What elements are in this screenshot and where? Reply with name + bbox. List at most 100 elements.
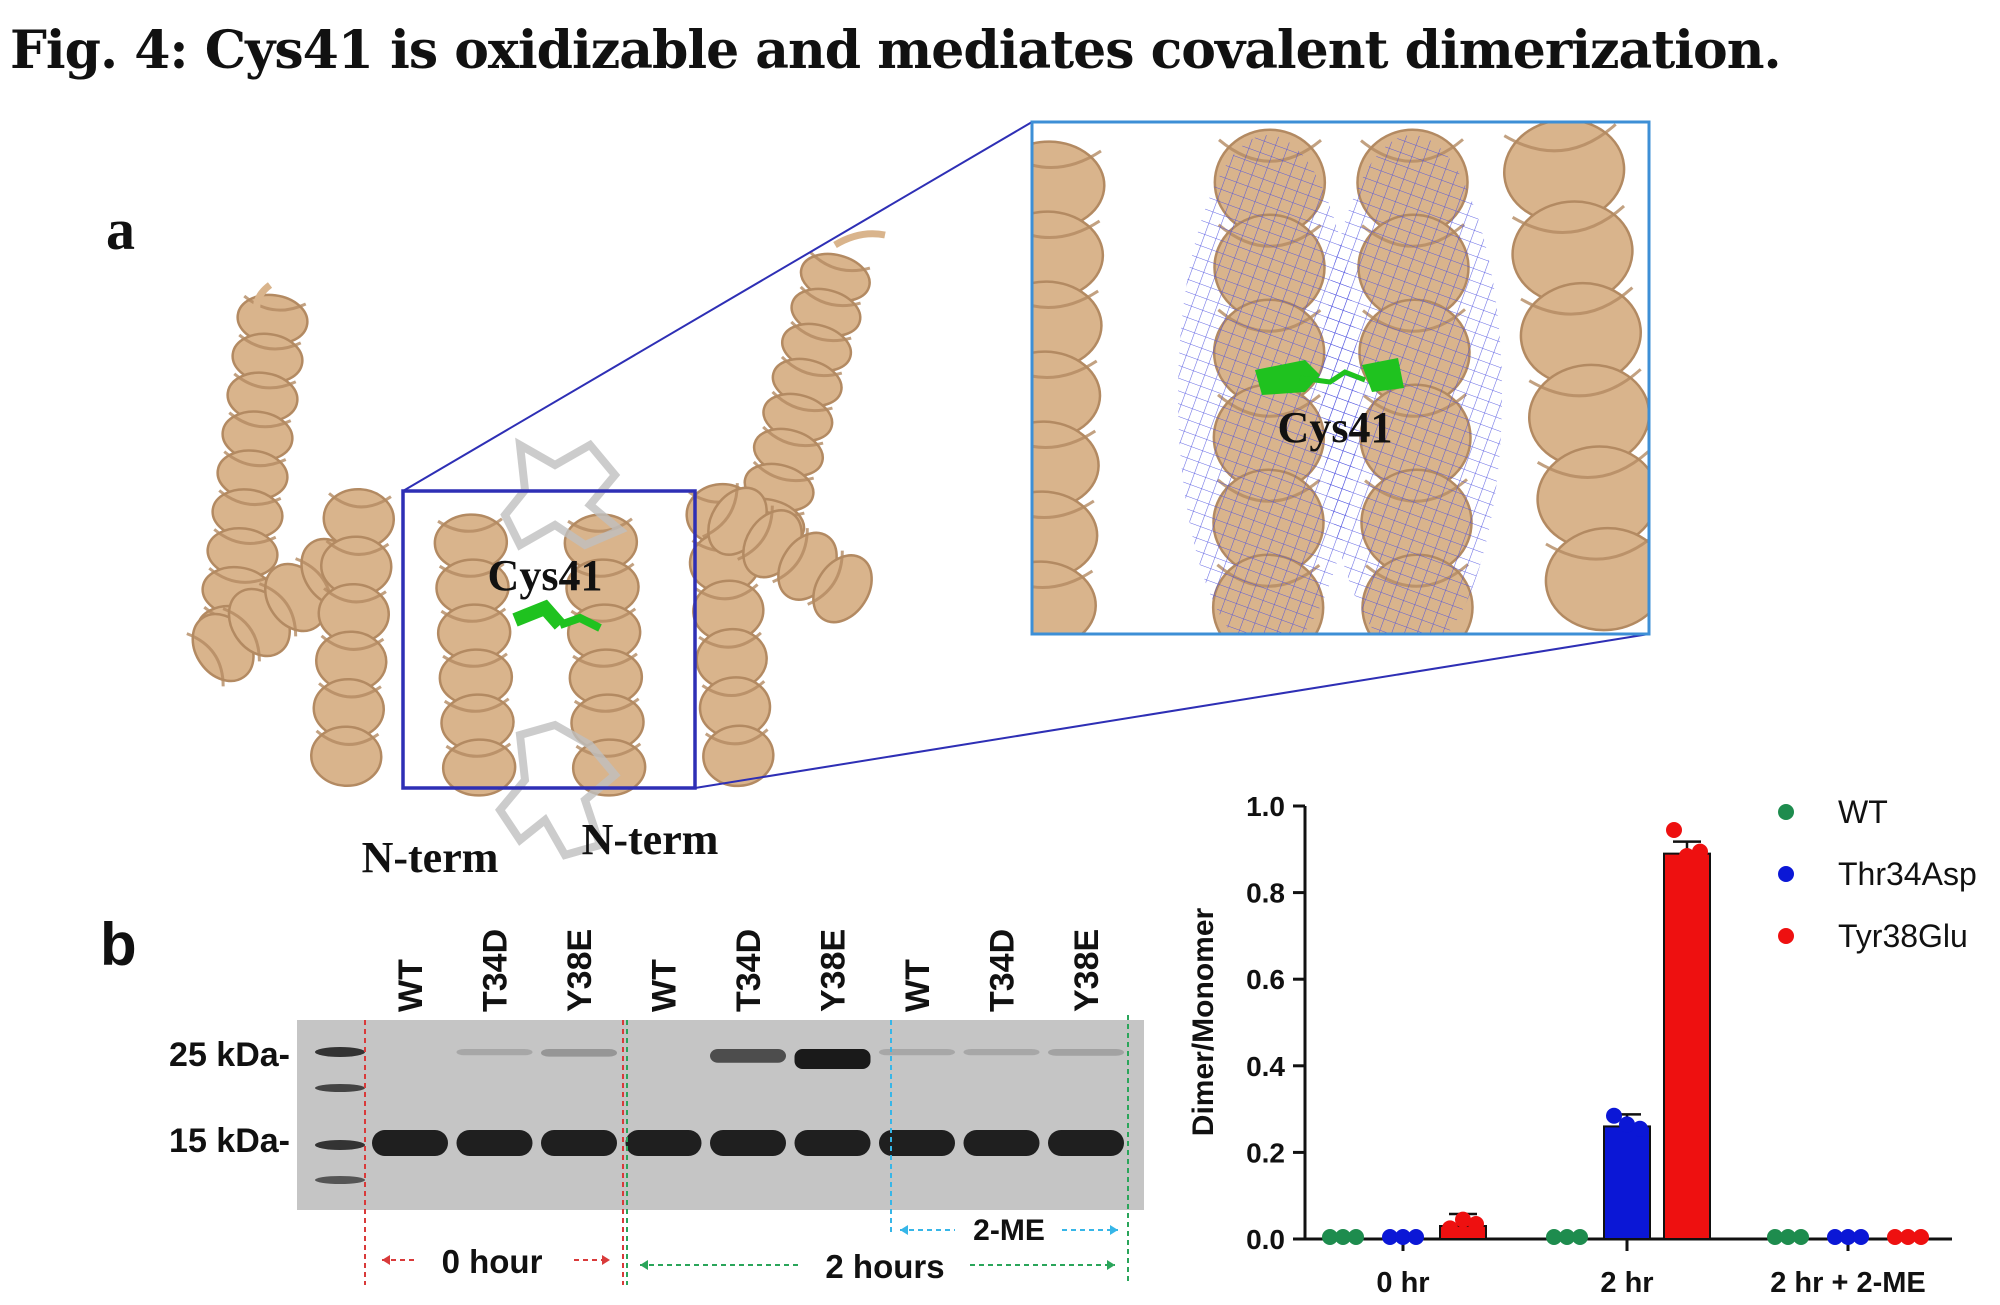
bar	[1663, 852, 1711, 1240]
inset-helix-left	[1032, 140, 1106, 634]
helix-right-outer	[734, 250, 871, 548]
dimer-band	[794, 1049, 871, 1069]
data-point	[1827, 1229, 1843, 1245]
zoom-line-top	[402, 121, 1033, 492]
data-point	[1468, 1216, 1484, 1233]
y-tick-label: 1.0	[1246, 791, 1285, 822]
y-tick-label: 0.6	[1246, 964, 1285, 995]
ghost-loop	[495, 437, 628, 860]
figure-title: Fig. 4: Cys41 is oxidizable and mediates…	[10, 20, 1782, 81]
data-point	[1382, 1229, 1398, 1245]
x-tick-label: 2 hr	[1600, 1267, 1653, 1299]
dimer-band	[541, 1049, 617, 1057]
lane-label: WT	[646, 959, 684, 1012]
dimer-band	[710, 1049, 786, 1063]
western-gel	[297, 1020, 1144, 1210]
lane-label: T34D	[477, 929, 515, 1012]
monomer-band	[1048, 1130, 1124, 1156]
inset-border	[1030, 120, 1651, 636]
data-point	[1913, 1229, 1929, 1245]
legend-label: WT	[1838, 794, 1888, 830]
data-point	[1793, 1229, 1809, 1245]
data-point	[1679, 847, 1695, 864]
zoom-box	[401, 489, 697, 790]
data-point	[1887, 1229, 1903, 1245]
dimer-band	[1048, 1049, 1124, 1056]
data-point	[1546, 1229, 1562, 1245]
data-point	[1692, 843, 1708, 860]
x-tick-label: 2 hr + 2-ME	[1770, 1267, 1926, 1299]
helix-center-left	[433, 513, 517, 797]
inset-view	[1032, 122, 1649, 634]
monomer-band	[710, 1130, 786, 1156]
monomer-band	[625, 1130, 702, 1156]
lane-label: Y38E	[561, 929, 599, 1012]
nterm-right-label: N-term	[582, 815, 719, 864]
group-2hours-label: 2 hours	[825, 1248, 944, 1285]
data-point	[1900, 1229, 1916, 1245]
data-point	[1572, 1229, 1588, 1245]
data-point	[1348, 1229, 1364, 1245]
lane-label: T34D	[730, 929, 768, 1012]
legend-marker	[1778, 866, 1794, 882]
dimer-band	[879, 1049, 955, 1056]
protein-structure	[186, 230, 886, 860]
data-point	[1619, 1116, 1635, 1133]
lane-label: WT	[899, 959, 937, 1012]
cys41-label: Cys41	[488, 551, 603, 600]
legend-label: Tyr38Glu	[1838, 918, 1968, 954]
monomer-band	[372, 1130, 448, 1156]
data-point	[1559, 1229, 1575, 1245]
legend-label: Thr34Asp	[1838, 856, 1977, 892]
marker-25kda: 25 kDa-	[169, 1036, 290, 1074]
data-point	[1335, 1229, 1351, 1245]
helix-left-foot	[186, 537, 364, 687]
data-point	[1606, 1107, 1622, 1124]
gel-group-annotations: 0 hour 2 hours 2-ME	[364, 1015, 1129, 1285]
legend-marker	[1778, 804, 1794, 820]
legend-marker	[1778, 928, 1794, 944]
lane-label: WT	[392, 959, 430, 1012]
monomer-band	[794, 1130, 871, 1156]
dimer-band	[456, 1049, 533, 1056]
data-point	[1767, 1229, 1783, 1245]
dimer-monomer-chart: 0.0 0.2 0.4 0.6 0.8 1.0 Dimer/Monomer 0 hr 2 hr 2…	[1187, 791, 1977, 1299]
y-tick-label: 0.4	[1246, 1051, 1285, 1082]
inset-cys41-label: Cys41	[1278, 403, 1393, 452]
dimer-band	[963, 1049, 1040, 1056]
data-point	[1455, 1211, 1471, 1228]
y-tick-label: 0.0	[1246, 1224, 1285, 1255]
monomer-band	[456, 1130, 533, 1156]
panel-b-label: b	[100, 911, 137, 978]
lane-label: Y38E	[1068, 929, 1106, 1012]
y-tick-label: 0.8	[1246, 878, 1285, 909]
marker-15kda: 15 kDa-	[169, 1122, 290, 1160]
data-point	[1853, 1229, 1869, 1245]
data-point	[1780, 1229, 1796, 1245]
y-axis-label: Dimer/Monomer	[1187, 907, 1220, 1136]
x-tick-label: 0 hr	[1376, 1267, 1429, 1299]
group-2me-label: 2-ME	[973, 1214, 1045, 1247]
data-point	[1666, 821, 1682, 838]
lane-label: Y38E	[815, 929, 853, 1012]
lane-labels: WT T34D Y38E WT T34D Y38E WT T34D Y38E	[392, 929, 1106, 1012]
data-point	[1322, 1229, 1338, 1245]
helix-left-outer	[196, 293, 309, 657]
helix-right-foot	[702, 483, 873, 624]
group-0hour-label: 0 hour	[442, 1243, 543, 1280]
data-point	[1408, 1229, 1424, 1245]
data-point	[1395, 1229, 1411, 1245]
data-point	[1632, 1120, 1648, 1137]
zoom-line-bottom	[694, 633, 1650, 789]
data-point	[1840, 1229, 1856, 1245]
monomer-band	[879, 1130, 955, 1156]
nterm-left-label: N-term	[362, 833, 499, 882]
panel-a-label: a	[106, 197, 135, 262]
data-point	[1442, 1220, 1458, 1237]
y-tick-label: 0.2	[1246, 1137, 1285, 1168]
bar	[1603, 1125, 1651, 1241]
lane-label: T34D	[984, 929, 1022, 1012]
inset-helix-right	[1503, 122, 1649, 632]
helix-left-inner	[310, 487, 395, 788]
